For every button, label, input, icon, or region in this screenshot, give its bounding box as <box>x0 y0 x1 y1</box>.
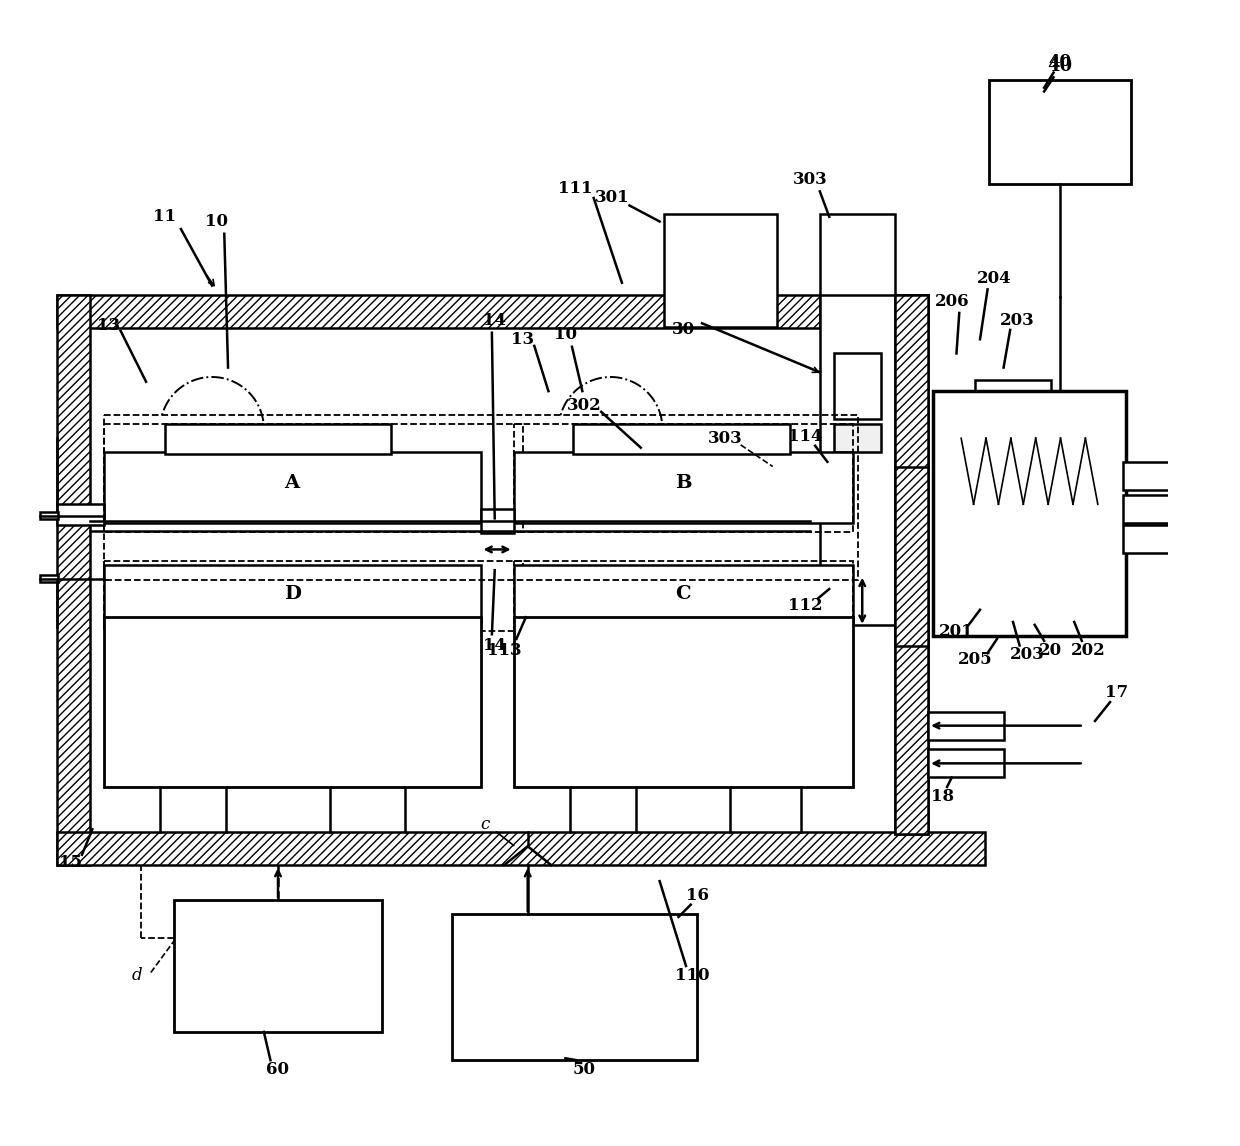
Bar <box>104 565 481 622</box>
Text: d: d <box>131 967 141 984</box>
Text: 16: 16 <box>686 887 709 904</box>
Text: 13: 13 <box>97 316 120 333</box>
Bar <box>929 749 1003 777</box>
Bar <box>820 295 895 625</box>
Text: 205: 205 <box>959 651 993 668</box>
Text: 301: 301 <box>595 189 630 206</box>
Bar <box>895 627 929 834</box>
Bar <box>895 295 929 627</box>
Text: 111: 111 <box>558 180 591 197</box>
Text: 15: 15 <box>60 854 82 871</box>
Text: B: B <box>675 474 692 493</box>
Text: 113: 113 <box>487 642 522 659</box>
Bar <box>104 618 481 787</box>
Bar <box>165 424 391 454</box>
Bar <box>513 560 853 631</box>
Text: 11: 11 <box>154 209 176 226</box>
Text: 303: 303 <box>708 430 743 447</box>
Text: 203: 203 <box>1009 646 1044 664</box>
Bar <box>932 391 1126 636</box>
Bar <box>835 353 882 419</box>
Text: C: C <box>676 584 691 603</box>
Text: 303: 303 <box>794 171 828 188</box>
Text: D: D <box>284 584 300 603</box>
Text: 20: 20 <box>1039 642 1063 659</box>
Text: 60: 60 <box>267 1061 289 1078</box>
Bar <box>929 712 1003 740</box>
Text: 112: 112 <box>789 597 823 614</box>
Text: 10: 10 <box>206 213 228 230</box>
Bar <box>104 424 523 533</box>
Text: 302: 302 <box>567 397 601 414</box>
Bar <box>513 453 853 523</box>
Bar <box>895 295 929 466</box>
Bar <box>513 565 853 622</box>
Text: 202: 202 <box>1071 642 1106 659</box>
Bar <box>57 832 985 865</box>
Bar <box>104 560 523 631</box>
Bar <box>835 424 882 453</box>
Bar <box>57 504 104 525</box>
Text: A: A <box>284 474 300 493</box>
Bar <box>453 915 697 1060</box>
Text: 14: 14 <box>484 312 506 329</box>
Bar <box>1123 462 1176 490</box>
Text: c: c <box>481 816 490 833</box>
Text: 201: 201 <box>939 623 973 639</box>
Bar <box>976 379 1050 406</box>
Bar <box>987 615 1023 627</box>
Bar <box>57 295 929 328</box>
Bar <box>1123 495 1176 523</box>
Bar <box>104 453 481 523</box>
Text: 40: 40 <box>1048 57 1073 74</box>
Bar <box>895 627 929 834</box>
Text: 206: 206 <box>935 293 970 311</box>
Bar <box>952 410 1107 580</box>
Bar <box>895 466 929 645</box>
Bar <box>57 295 89 865</box>
Text: 203: 203 <box>1001 312 1035 329</box>
Bar <box>1123 525 1176 554</box>
Text: 14: 14 <box>484 637 506 654</box>
Text: 40: 40 <box>1049 53 1071 70</box>
Text: 110: 110 <box>676 967 709 984</box>
Bar <box>665 214 777 327</box>
Text: 30: 30 <box>672 321 694 338</box>
Text: 13: 13 <box>511 331 534 347</box>
Text: 10: 10 <box>554 327 577 343</box>
Bar <box>513 424 853 533</box>
Bar <box>573 424 790 454</box>
Bar <box>513 618 853 787</box>
Text: 50: 50 <box>573 1061 595 1078</box>
Bar <box>104 415 858 580</box>
Text: 18: 18 <box>931 787 954 804</box>
Bar <box>982 587 1029 618</box>
Bar <box>40 512 58 519</box>
Bar <box>990 80 1131 183</box>
Text: 17: 17 <box>1105 684 1128 701</box>
Bar <box>820 214 895 327</box>
Text: 114: 114 <box>789 427 823 445</box>
Bar <box>481 509 513 533</box>
Bar <box>942 401 1117 589</box>
Text: 204: 204 <box>977 269 1012 286</box>
Bar <box>175 900 382 1031</box>
Bar <box>40 575 58 582</box>
